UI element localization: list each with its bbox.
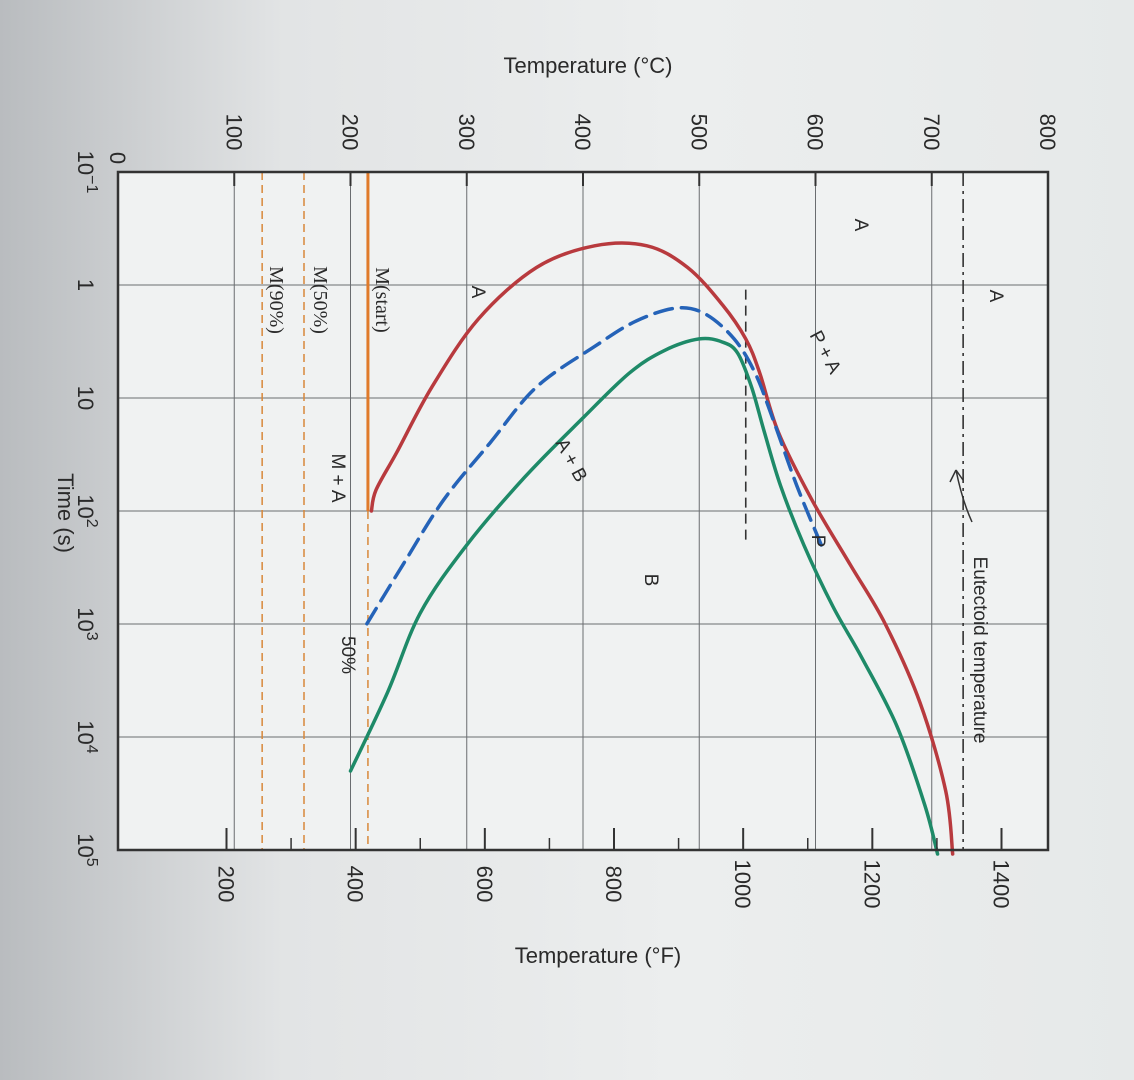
time-tick-label: 105 xyxy=(73,833,100,866)
celsius-tick-label: 700 xyxy=(919,114,944,151)
label-eutectoid-temperature: Eutectoid temperature xyxy=(969,557,990,744)
time-tick-label: 10−1 xyxy=(73,151,100,194)
label-m-start: M(start) xyxy=(371,267,393,333)
time-axis-title: Time (s) xyxy=(53,473,78,553)
label-m-90: M(90%) xyxy=(265,266,287,334)
celsius-tick-label: 400 xyxy=(570,114,595,151)
region-label-bainite: B xyxy=(640,574,661,587)
celsius-tick-label: 500 xyxy=(686,114,711,151)
phase-boundaries xyxy=(261,172,964,850)
time-tick-label: 102 xyxy=(73,494,100,527)
time-tick-label: 10 xyxy=(73,386,98,410)
fahrenheit-tick-label: 1200 xyxy=(859,860,884,909)
eutectoid-pointer-arrowhead xyxy=(949,469,964,483)
fahrenheit-tick-label: 1000 xyxy=(730,860,755,909)
fahrenheit-tick-label: 800 xyxy=(601,866,626,903)
region-label-martensite-austenite: M + A xyxy=(327,453,348,502)
region-label-pearlite: P xyxy=(807,535,828,548)
series-line-50pct xyxy=(365,305,824,626)
time-tick-label: 104 xyxy=(73,720,100,753)
transformation-curves xyxy=(348,241,955,856)
celsius-zero-label: 0 xyxy=(105,152,130,164)
fahrenheit-tick-label: 600 xyxy=(472,866,497,903)
celsius-tick-label: 300 xyxy=(454,114,479,151)
region-label-austenite-top: A xyxy=(985,290,1006,303)
celsius-axis-title: Temperature (°C) xyxy=(504,53,673,78)
region-label-austenite-mid: A xyxy=(850,219,871,232)
eutectoid-pointer-arrow xyxy=(955,469,973,523)
label-50-percent: 50% xyxy=(337,636,358,674)
region-label-austenite-low: A xyxy=(467,286,488,299)
fahrenheit-tick-label: 400 xyxy=(343,866,368,903)
celsius-tick-label: 600 xyxy=(803,114,828,151)
celsius-tick-label: 200 xyxy=(338,114,363,151)
label-m-50: M(50%) xyxy=(309,266,331,334)
fahrenheit-tick-label: 1400 xyxy=(989,860,1014,909)
axis-ticks: 100 200 300 400 500 600 700 800 0 200 400 600 800 100… xyxy=(73,114,1060,909)
celsius-tick-label: 800 xyxy=(1035,114,1060,151)
grid xyxy=(118,172,1048,850)
time-tick-label: 103 xyxy=(73,607,100,640)
time-tick-label: 1 xyxy=(73,279,98,291)
fahrenheit-axis-title: Temperature (°F) xyxy=(515,943,682,968)
series-line-start xyxy=(369,241,955,856)
fahrenheit-tick-label: 200 xyxy=(214,866,239,903)
series-line-completion xyxy=(348,336,940,856)
celsius-tick-label: 100 xyxy=(221,114,246,151)
